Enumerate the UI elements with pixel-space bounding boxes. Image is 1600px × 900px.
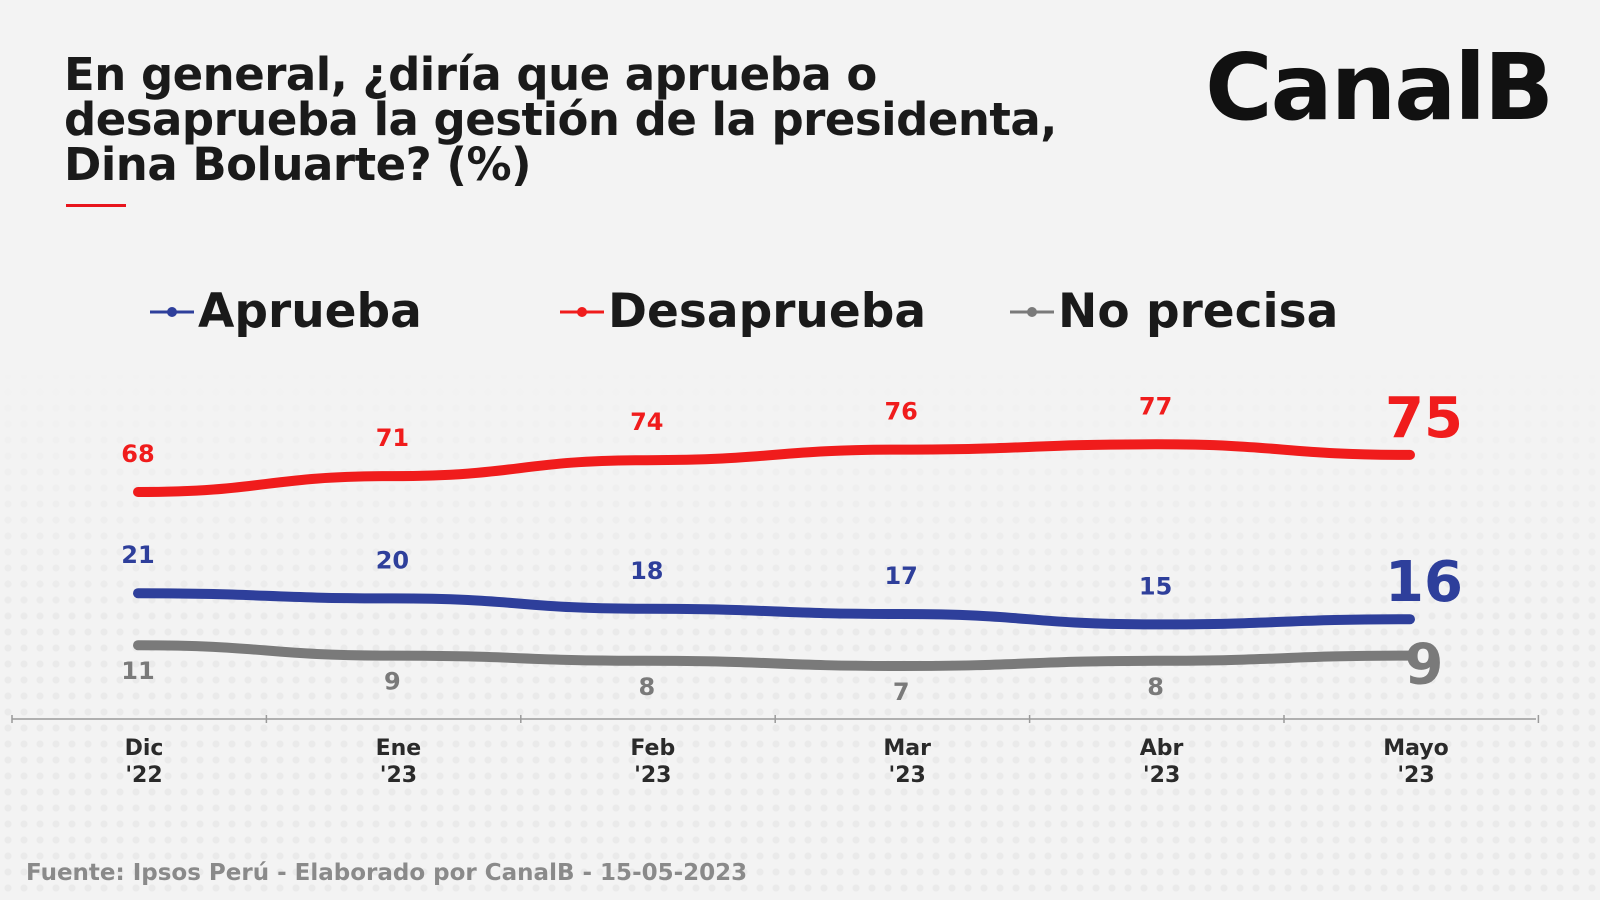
series-line-aprueba xyxy=(133,588,1415,630)
data-label-desaprueba: 75 xyxy=(1385,386,1463,451)
legend-item-aprueba: Aprueba xyxy=(150,282,422,342)
series-line-desaprueba xyxy=(133,439,1415,497)
x-tick-label-month: Ene xyxy=(376,736,422,761)
data-label-no-precisa: 8 xyxy=(638,673,655,701)
source-note: Fuente: Ipsos Perú - Elaborado por Canal… xyxy=(26,860,748,886)
data-label-aprueba: 20 xyxy=(376,546,409,574)
legend-swatch-no-precisa xyxy=(1010,307,1054,317)
data-label-desaprueba: 71 xyxy=(376,424,409,452)
x-tick-label-year: '23 xyxy=(1397,763,1434,788)
data-label-aprueba: 21 xyxy=(121,541,154,569)
data-label-aprueba: 18 xyxy=(630,557,663,585)
data-label-no-precisa: 9 xyxy=(1405,633,1444,698)
x-tick-label-month: Abr xyxy=(1140,736,1184,761)
data-label-no-precisa: 11 xyxy=(121,657,154,685)
data-label-desaprueba: 74 xyxy=(630,408,663,436)
x-tick-label-month: Feb xyxy=(630,736,675,761)
chart-title: En general, ¿diría que aprueba o desapru… xyxy=(64,48,1057,191)
x-tick-label-month: Dic xyxy=(125,736,164,761)
x-tick-label-year: '23 xyxy=(1143,763,1180,788)
x-tick-label-year: '22 xyxy=(125,763,162,788)
data-label-aprueba: 17 xyxy=(884,562,917,590)
data-label-desaprueba: 76 xyxy=(884,398,917,426)
legend-swatch-dot xyxy=(167,307,177,317)
legend-swatch-aprueba xyxy=(150,307,194,317)
data-label-desaprueba: 68 xyxy=(121,440,154,468)
legend-item-no-precisa: No precisa xyxy=(1010,282,1338,342)
data-label-no-precisa: 8 xyxy=(1147,673,1164,701)
data-label-aprueba: 16 xyxy=(1385,550,1463,615)
legend-swatch-dot xyxy=(1027,307,1037,317)
chart-legend: Aprueba Desaprueba No precisa xyxy=(0,282,1600,352)
data-label-aprueba: 15 xyxy=(1139,572,1172,600)
x-tick-label-month: Mayo xyxy=(1383,736,1449,761)
data-label-no-precisa: 7 xyxy=(893,678,910,706)
data-label-no-precisa: 9 xyxy=(384,668,401,696)
legend-label-desaprueba: Desaprueba xyxy=(608,284,927,339)
x-tick-label-year: '23 xyxy=(380,763,417,788)
x-tick-label-year: '23 xyxy=(889,763,926,788)
brand-logo: CanalB xyxy=(1205,34,1554,141)
data-label-desaprueba: 77 xyxy=(1139,392,1172,420)
legend-swatch-desaprueba xyxy=(560,307,604,317)
x-tick-label-year: '23 xyxy=(634,763,671,788)
x-tick-label-month: Mar xyxy=(883,736,931,761)
legend-label-aprueba: Aprueba xyxy=(198,284,422,339)
legend-swatch-dot xyxy=(577,307,587,317)
legend-item-desaprueba: Desaprueba xyxy=(560,282,926,342)
series-line-no-precisa xyxy=(133,640,1415,671)
legend-label-no-precisa: No precisa xyxy=(1058,284,1339,339)
title-underline xyxy=(66,204,126,207)
